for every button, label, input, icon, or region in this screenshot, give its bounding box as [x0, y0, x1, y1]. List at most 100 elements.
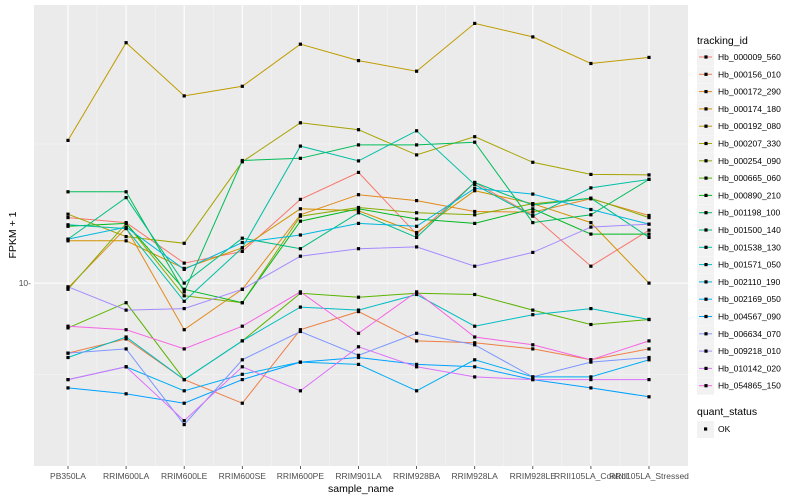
data-point-Hb_004567_090-1	[124, 392, 128, 396]
data-point-Hb_000207_330-2	[182, 241, 186, 245]
data-point-Hb_000192_080-8	[531, 35, 535, 39]
data-point-Hb_002110_190-8	[531, 192, 535, 196]
data-point-Hb_009218_010-9	[589, 225, 593, 229]
y-tick-label-0: 10-	[19, 278, 31, 288]
axes: 10- PB350LA RRIM600LA RRIM600LE RRIM600SE RRI…	[19, 278, 689, 481]
data-point-Hb_001198_100-4	[298, 156, 302, 160]
legend-key-point-19	[704, 384, 708, 388]
data-point-Hb_000207_330-7	[473, 135, 477, 139]
legend-label-Hb_000174_180: Hb_000174_180	[718, 104, 781, 114]
data-point-Hb_000207_330-5	[356, 128, 361, 132]
data-point-Hb_002169_050-7	[473, 358, 477, 362]
data-point-Hb_001571_050-2	[182, 378, 186, 382]
data-point-Hb_010142_020-6	[415, 365, 419, 369]
data-point-Hb_000254_090-0	[66, 287, 70, 291]
legend-key-point-15	[704, 314, 708, 319]
data-point-Hb_002110_190-5	[356, 221, 361, 225]
data-point-Hb_001571_050-8	[531, 313, 535, 317]
data-point-Hb_000009_560-4	[298, 197, 302, 201]
data-point-Hb_000665_060-8	[531, 308, 535, 312]
legend-key-point-17	[704, 349, 708, 353]
data-point-Hb_001571_050-10	[647, 317, 651, 322]
legend-label-Hb_001571_050: Hb_001571_050	[718, 260, 781, 270]
data-point-Hb_002169_050-5	[356, 362, 361, 366]
data-point-Hb_000665_060-5	[356, 295, 361, 299]
legend-key-point-16	[704, 332, 708, 336]
data-point-Hb_000254_090-4	[298, 214, 302, 218]
data-point-Hb_009218_010-10	[647, 222, 651, 226]
data-point-Hb_001198_100-9	[589, 213, 593, 217]
data-point-Hb_004567_090-9	[589, 386, 593, 390]
legend-label-Hb_002169_050: Hb_002169_050	[718, 294, 781, 304]
data-point-Hb_009218_010-2	[182, 307, 186, 311]
legend2-title: quant_status	[697, 406, 757, 418]
data-point-Hb_001538_130-0	[66, 223, 70, 227]
data-point-Hb_001571_050-0	[66, 355, 70, 360]
data-point-Hb_000192_080-10	[647, 55, 651, 59]
data-point-Hb_001198_100-6	[415, 143, 419, 147]
data-point-Hb_001500_140-8	[531, 203, 535, 207]
data-point-Hb_002110_190-3	[240, 240, 244, 245]
data-point-Hb_000192_080-7	[473, 21, 477, 25]
data-point-Hb_006634_070-7	[473, 343, 477, 347]
data-point-Hb_010142_020-2	[182, 419, 186, 423]
x-tick-label-9: RRII105LA_Control	[554, 471, 628, 481]
legend-label-Hb_000192_080: Hb_000192_080	[718, 121, 781, 131]
data-point-Hb_054865_150-1	[124, 328, 128, 332]
data-point-Hb_000254_090-2	[182, 294, 186, 298]
data-point-Hb_004567_090-2	[182, 401, 186, 405]
legend2-label-0: OK	[718, 424, 731, 434]
data-point-Hb_010142_020-9	[589, 378, 593, 382]
data-point-Hb_000890_210-1	[124, 221, 128, 225]
data-point-Hb_054865_150-5	[356, 331, 361, 335]
data-point-Hb_001538_130-3	[240, 246, 244, 250]
data-point-Hb_000172_290-7	[473, 209, 477, 214]
data-point-Hb_000172_290-5	[356, 193, 361, 197]
data-point-Hb_001538_130-9	[589, 186, 593, 190]
legend-quant-status: quant_status OK	[697, 406, 757, 438]
data-point-Hb_000207_330-4	[298, 121, 302, 125]
data-point-Hb_000207_330-8	[531, 160, 535, 164]
data-point-Hb_001571_050-4	[298, 305, 302, 309]
data-point-Hb_001198_100-8	[531, 221, 535, 225]
data-point-Hb_001500_140-7	[473, 180, 477, 185]
data-point-Hb_000192_080-4	[298, 42, 302, 46]
data-point-Hb_010142_020-10	[647, 378, 651, 382]
data-point-Hb_000665_060-0	[66, 326, 70, 330]
data-point-Hb_001571_050-7	[473, 324, 477, 328]
legend-key-point-7	[704, 176, 708, 180]
data-point-Hb_000009_560-0	[66, 216, 70, 220]
data-point-Hb_001198_100-1	[124, 190, 128, 194]
data-point-Hb_001500_140-1	[124, 196, 128, 200]
data-point-Hb_004567_090-7	[473, 365, 477, 369]
data-point-Hb_001500_140-9	[589, 196, 593, 200]
data-point-Hb_001538_130-2	[182, 299, 186, 303]
data-point-Hb_002169_050-6	[415, 389, 419, 393]
data-point-Hb_006634_070-0	[66, 351, 70, 355]
x-tick-label-3: RRIM600SE	[219, 471, 267, 481]
legend2-key-point-0	[704, 427, 708, 431]
data-point-Hb_000254_090-6	[415, 211, 419, 215]
data-point-Hb_000009_560-6	[415, 232, 419, 236]
legend-key-point-9	[704, 211, 708, 215]
legend-key-point-11	[704, 245, 708, 249]
data-point-Hb_000192_080-6	[415, 69, 419, 73]
data-point-Hb_000156_010-3	[240, 401, 244, 405]
data-point-Hb_010142_020-1	[124, 365, 128, 369]
legend-key-point-3	[704, 107, 708, 111]
x-tick-label-4: RRIM600PE	[277, 471, 325, 481]
data-point-Hb_000174_180-7	[473, 189, 477, 193]
legend-title: tracking_id	[697, 35, 748, 47]
data-point-Hb_000174_180-1	[124, 239, 128, 243]
data-point-Hb_000207_330-6	[415, 153, 419, 157]
panel-background	[34, 5, 688, 466]
data-point-Hb_000009_560-5	[356, 170, 361, 174]
x-tick-label-10: RRII105LA_Stressed	[609, 471, 689, 481]
data-point-Hb_000207_330-10	[647, 173, 651, 177]
x-tick-label-1: RRIM600LA	[103, 471, 150, 481]
x-tick-label-7: RRIM928LA	[452, 471, 499, 481]
data-point-Hb_009218_010-8	[531, 250, 535, 254]
data-point-Hb_001538_130-10	[647, 177, 651, 181]
data-point-Hb_006634_070-9	[589, 360, 593, 364]
